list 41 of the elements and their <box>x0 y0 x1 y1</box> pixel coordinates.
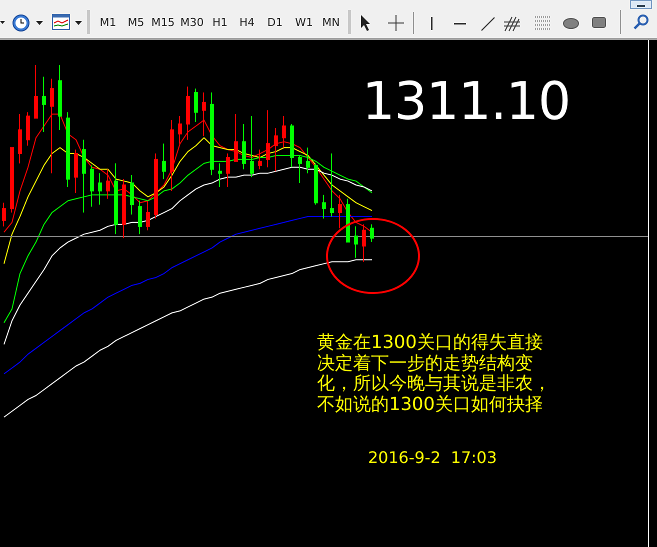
candlestick <box>98 172 102 206</box>
candlestick <box>154 153 158 219</box>
text: MN <box>322 16 340 29</box>
text: D1 <box>267 16 283 29</box>
candlestick <box>170 120 174 192</box>
candlestick <box>106 168 110 200</box>
candlestick <box>314 162 318 206</box>
candlestick <box>258 149 262 170</box>
text: M5 <box>128 16 144 29</box>
candlestick <box>218 162 222 188</box>
candlestick <box>90 164 94 208</box>
text: M30 <box>180 16 204 29</box>
candlestick <box>338 194 342 229</box>
candlestick <box>274 127 278 172</box>
candlestick <box>194 88 198 123</box>
candlestick <box>26 112 30 146</box>
text: M1 <box>100 16 116 29</box>
text: 黄金在1300关口的得失直接决定着下一步的走势结构变化，所以今晚与其说是非农，不如说的1300关口如何抉择 <box>317 332 551 415</box>
candlestick <box>66 112 70 188</box>
candlestick <box>226 153 230 188</box>
text: W1 <box>295 16 313 29</box>
text: H4 <box>239 16 255 29</box>
candlestick <box>2 202 6 227</box>
text: M15 <box>151 16 175 29</box>
candlestick <box>322 194 326 219</box>
annotation: 1311.10 <box>362 72 570 132</box>
candlestick <box>10 147 14 214</box>
candlestick <box>74 149 78 194</box>
candlestick <box>34 64 38 119</box>
text: H1 <box>212 16 228 29</box>
text: 2016-9-2 17:03 <box>368 448 497 467</box>
candlestick <box>42 76 46 132</box>
candlestick <box>58 64 62 130</box>
candlestick <box>130 174 134 216</box>
candlestick <box>162 143 166 180</box>
candlestick <box>370 224 374 243</box>
candlestick <box>114 162 118 235</box>
candlestick <box>138 200 142 235</box>
candlestick <box>18 114 22 164</box>
candlestick <box>354 226 358 258</box>
candlestick <box>346 198 350 243</box>
